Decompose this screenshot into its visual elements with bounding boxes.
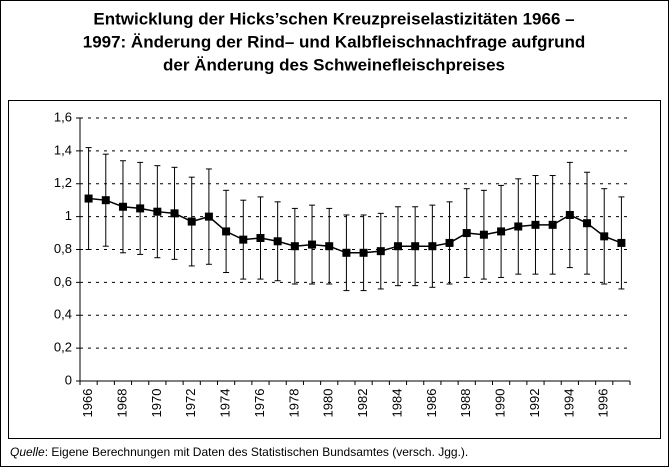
marker — [514, 222, 523, 231]
y-tick-label: 0 — [65, 372, 72, 387]
y-tick-label: 0,4 — [54, 307, 72, 322]
marker — [393, 242, 402, 251]
marker — [153, 207, 162, 216]
marker — [308, 240, 317, 249]
x-tick-label: 1970 — [149, 389, 164, 418]
chart-title: der Änderung des Schweinefleischpreises — [163, 55, 505, 74]
y-tick-label: 1 — [65, 208, 72, 223]
x-tick-label: 1984 — [389, 389, 404, 418]
marker — [548, 220, 557, 229]
marker — [136, 204, 145, 213]
y-tick-label: 1,6 — [54, 109, 72, 124]
source-text: : Eigene Berechnungen mit Daten des Stat… — [45, 445, 469, 459]
plot-frame — [8, 100, 661, 439]
x-tick-label: 1980 — [321, 389, 336, 418]
x-tick-label: 1988 — [458, 389, 473, 418]
y-tick-label: 1,2 — [54, 175, 72, 190]
source-note: Quelle: Eigene Berechnungen mit Daten de… — [10, 445, 468, 459]
marker — [273, 237, 282, 246]
x-tick-label: 1994 — [561, 389, 576, 418]
x-tick-label: 1974 — [218, 389, 233, 418]
x-tick-label: 1982 — [355, 389, 370, 418]
x-tick-label: 1972 — [183, 389, 198, 418]
x-tick-label: 1990 — [493, 389, 508, 418]
marker — [325, 242, 334, 251]
marker — [497, 227, 506, 236]
marker — [462, 229, 471, 238]
y-tick-label: 0,6 — [54, 274, 72, 289]
marker — [479, 230, 488, 239]
x-tick-label: 1966 — [80, 389, 95, 418]
x-tick-label: 1976 — [252, 389, 267, 418]
marker — [290, 242, 299, 251]
marker — [359, 248, 368, 257]
marker — [600, 232, 609, 241]
x-tick-label: 1986 — [424, 389, 439, 418]
marker — [170, 209, 179, 218]
x-tick-label: 1978 — [286, 389, 301, 418]
marker — [617, 238, 626, 247]
marker — [84, 194, 93, 203]
marker — [376, 247, 385, 256]
source-label: Quelle — [10, 445, 45, 459]
y-tick-label: 0,8 — [54, 241, 72, 256]
marker — [531, 220, 540, 229]
marker — [101, 196, 110, 205]
marker — [204, 212, 213, 221]
marker — [256, 233, 265, 242]
marker — [239, 235, 248, 244]
marker — [565, 210, 574, 219]
x-tick-label: 1968 — [114, 389, 129, 418]
marker — [342, 248, 351, 257]
y-tick-label: 1,4 — [54, 142, 72, 157]
chart-title: Entwicklung der Hicks’schen Kreuzpreisel… — [93, 9, 574, 28]
marker — [445, 238, 454, 247]
x-tick-label: 1996 — [596, 389, 611, 418]
marker — [428, 242, 437, 251]
chart-title: 1997: Änderung der Rind– und Kalbfleisch… — [83, 32, 586, 51]
marker — [411, 242, 420, 251]
marker — [583, 219, 592, 228]
x-tick-label: 1992 — [527, 389, 542, 418]
y-tick-label: 0,2 — [54, 340, 72, 355]
marker — [222, 227, 231, 236]
marker — [187, 217, 196, 226]
marker — [118, 202, 127, 211]
